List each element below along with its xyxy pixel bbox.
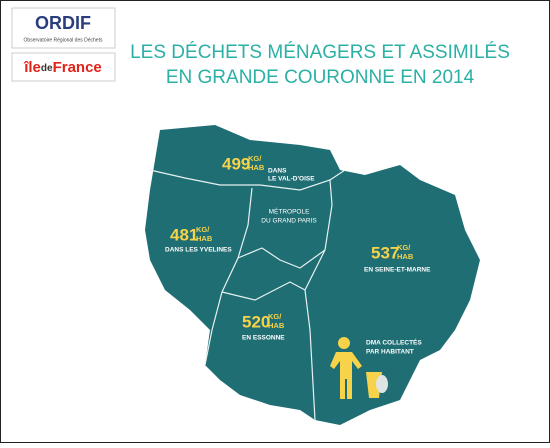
idf-logo-box bbox=[11, 52, 116, 82]
region-name: EN ESSONNE bbox=[242, 335, 285, 342]
unit: HAB bbox=[397, 252, 414, 261]
waste-icon bbox=[330, 337, 388, 399]
ordif-logo: ORDIF bbox=[35, 13, 91, 33]
icon-head bbox=[338, 337, 350, 349]
unit: KG/ bbox=[397, 243, 411, 252]
ordif-subtitle: Observatoire Régional des Déchets bbox=[24, 37, 103, 43]
region-value: 499 bbox=[222, 154, 250, 173]
border bbox=[304, 179, 333, 421]
title-line: LES DÉCHETS MÉNAGERS ET ASSIMILÉS bbox=[130, 42, 510, 63]
title-line: EN GRANDE COURONNE EN 2014 bbox=[166, 67, 475, 88]
legend-text: PAR HABITANT bbox=[366, 349, 414, 356]
border bbox=[204, 187, 253, 366]
idf-part: France bbox=[53, 59, 102, 76]
region-value: 481 bbox=[170, 225, 198, 244]
region-value: 520 bbox=[242, 312, 270, 331]
metropole-label: MÉTROPOLE bbox=[269, 207, 310, 216]
legend-text: DMA COLLECTÉS bbox=[366, 338, 422, 347]
border bbox=[221, 281, 306, 301]
border bbox=[237, 247, 326, 269]
unit: HAB bbox=[196, 234, 213, 243]
region-value: 537 bbox=[371, 243, 399, 262]
unit: KG/ bbox=[248, 154, 262, 163]
unit: HAB bbox=[248, 163, 265, 172]
region-name: EN SEINE-ET-MARNE bbox=[364, 267, 431, 274]
icon-bag bbox=[376, 375, 388, 393]
ordif-logo-box bbox=[11, 7, 116, 49]
region-name: DANS LES YVELINES bbox=[165, 247, 232, 254]
unit: KG/ bbox=[268, 312, 282, 321]
region-name: LE VAL-D'OISE bbox=[268, 176, 315, 183]
unit: KG/ bbox=[196, 225, 210, 234]
borders bbox=[149, 169, 346, 421]
metropole-label: DU GRAND PARIS bbox=[261, 218, 317, 225]
idf-part: île bbox=[23, 59, 41, 76]
unit: HAB bbox=[268, 321, 285, 330]
idf-part: de bbox=[41, 63, 53, 74]
icon-body bbox=[330, 352, 362, 399]
region-name: DANS bbox=[268, 168, 287, 175]
idf-logo: îledeFrance bbox=[23, 59, 102, 76]
